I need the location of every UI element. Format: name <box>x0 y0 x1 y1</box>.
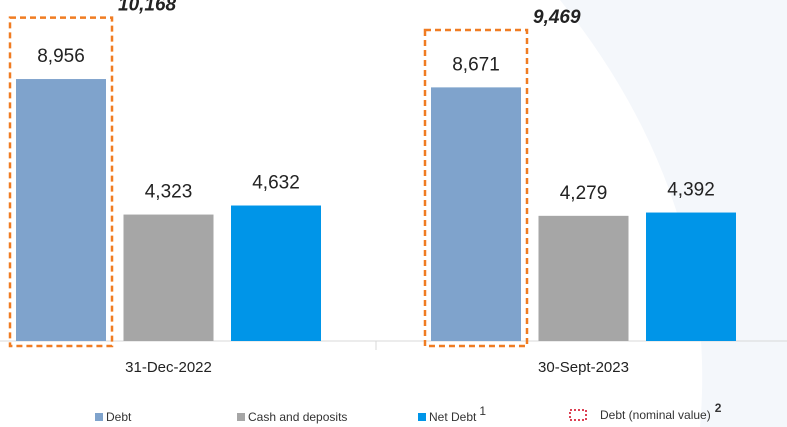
legend-note: 1 <box>479 404 486 418</box>
legend-label: Debt <box>106 410 132 424</box>
bar <box>431 87 521 341</box>
value-label: 4,632 <box>252 173 300 194</box>
nominal-debt-label: 10,168 <box>118 0 177 16</box>
nominal-debt-label: 9,469 <box>533 7 581 28</box>
legend-swatch <box>95 413 103 421</box>
bar <box>16 79 106 342</box>
value-label: 4,323 <box>145 182 193 203</box>
value-label: 8,671 <box>452 54 500 75</box>
value-label: 4,392 <box>667 180 715 201</box>
nominal-debt-box <box>8 16 114 348</box>
bar <box>538 215 629 341</box>
value-label: 4,279 <box>560 183 608 204</box>
x-tick-label: 31-Dec-2022 <box>125 359 212 376</box>
legend-swatch <box>569 409 587 421</box>
nominal-debt-box <box>423 28 529 348</box>
bar <box>231 205 321 341</box>
legend-swatch <box>237 413 245 421</box>
legend-label: Net Debt <box>429 410 477 424</box>
value-label: 8,956 <box>37 46 85 67</box>
bar <box>123 214 214 341</box>
legend-label: Debt (nominal value) <box>600 408 711 422</box>
legend-label: Cash and deposits <box>248 410 347 424</box>
legend-swatch <box>418 413 426 421</box>
bar <box>646 212 736 341</box>
x-tick-label: 30-Sept-2023 <box>538 359 629 376</box>
legend-note: 2 <box>715 401 722 415</box>
